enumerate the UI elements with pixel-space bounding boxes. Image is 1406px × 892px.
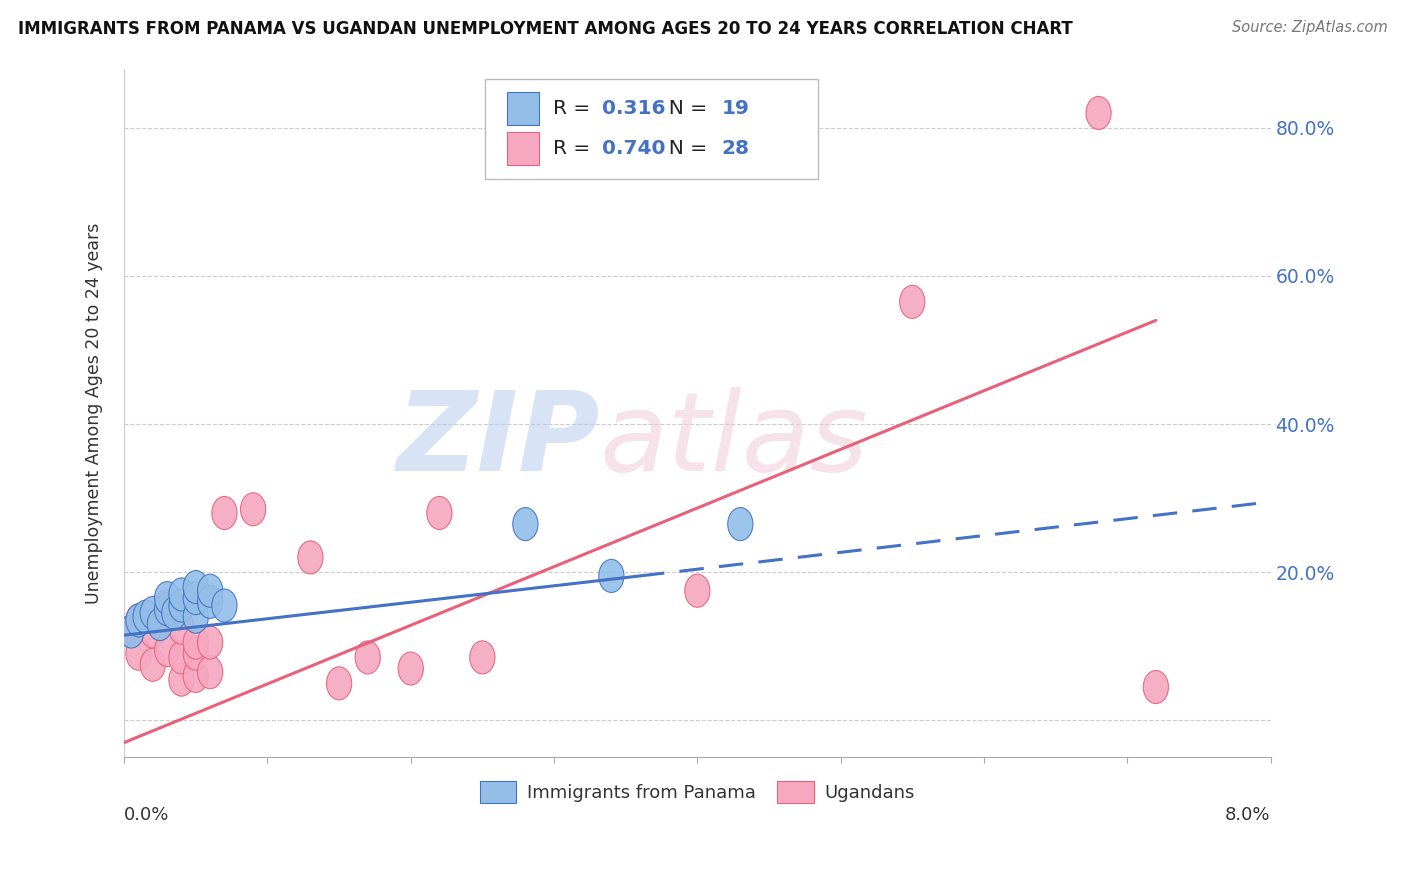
Ellipse shape <box>162 597 187 630</box>
FancyBboxPatch shape <box>485 78 818 178</box>
Ellipse shape <box>127 604 150 637</box>
Text: atlas: atlas <box>600 387 869 494</box>
Text: 19: 19 <box>721 99 749 118</box>
Ellipse shape <box>155 633 180 666</box>
Ellipse shape <box>148 607 173 640</box>
Ellipse shape <box>141 615 166 648</box>
Ellipse shape <box>141 597 166 630</box>
Ellipse shape <box>183 637 208 670</box>
Bar <box>508 132 538 165</box>
Ellipse shape <box>127 604 150 637</box>
Ellipse shape <box>197 574 222 607</box>
Ellipse shape <box>169 640 194 674</box>
Bar <box>508 92 538 125</box>
Ellipse shape <box>169 578 194 611</box>
Ellipse shape <box>900 285 925 318</box>
Ellipse shape <box>155 592 180 626</box>
Ellipse shape <box>212 497 238 530</box>
Text: ZIP: ZIP <box>396 387 600 494</box>
Text: N =: N = <box>657 139 714 158</box>
Ellipse shape <box>298 541 323 574</box>
Ellipse shape <box>169 589 194 622</box>
Ellipse shape <box>183 626 208 659</box>
Ellipse shape <box>427 497 451 530</box>
Ellipse shape <box>169 611 194 644</box>
Ellipse shape <box>118 615 143 648</box>
Ellipse shape <box>398 652 423 685</box>
Ellipse shape <box>183 600 208 633</box>
Ellipse shape <box>141 648 166 681</box>
Ellipse shape <box>197 656 222 689</box>
Text: 8.0%: 8.0% <box>1225 805 1271 823</box>
Ellipse shape <box>183 659 208 692</box>
Ellipse shape <box>728 508 754 541</box>
Ellipse shape <box>212 589 238 622</box>
Ellipse shape <box>127 637 150 670</box>
Y-axis label: Unemployment Among Ages 20 to 24 years: Unemployment Among Ages 20 to 24 years <box>86 222 103 604</box>
Ellipse shape <box>197 626 222 659</box>
Ellipse shape <box>118 615 143 648</box>
Ellipse shape <box>326 667 352 700</box>
Ellipse shape <box>356 640 381 674</box>
Ellipse shape <box>470 640 495 674</box>
Text: 0.0%: 0.0% <box>124 805 170 823</box>
Ellipse shape <box>599 559 624 592</box>
Ellipse shape <box>155 600 180 633</box>
Ellipse shape <box>513 508 538 541</box>
Ellipse shape <box>240 492 266 525</box>
Ellipse shape <box>197 585 222 618</box>
Text: 0.316: 0.316 <box>602 99 665 118</box>
Text: IMMIGRANTS FROM PANAMA VS UGANDAN UNEMPLOYMENT AMONG AGES 20 TO 24 YEARS CORRELA: IMMIGRANTS FROM PANAMA VS UGANDAN UNEMPL… <box>18 20 1073 37</box>
Text: R =: R = <box>553 99 596 118</box>
Ellipse shape <box>155 589 180 622</box>
Text: 28: 28 <box>721 139 749 158</box>
Ellipse shape <box>1143 671 1168 704</box>
Text: 0.740: 0.740 <box>602 139 665 158</box>
Text: R =: R = <box>553 139 596 158</box>
Text: Source: ZipAtlas.com: Source: ZipAtlas.com <box>1232 20 1388 35</box>
Ellipse shape <box>134 600 159 633</box>
Legend: Immigrants from Panama, Ugandans: Immigrants from Panama, Ugandans <box>472 774 922 810</box>
Ellipse shape <box>1085 96 1111 129</box>
Ellipse shape <box>169 663 194 696</box>
Ellipse shape <box>155 582 180 615</box>
Text: N =: N = <box>657 99 714 118</box>
Ellipse shape <box>685 574 710 607</box>
Ellipse shape <box>183 582 208 615</box>
Ellipse shape <box>183 571 208 604</box>
